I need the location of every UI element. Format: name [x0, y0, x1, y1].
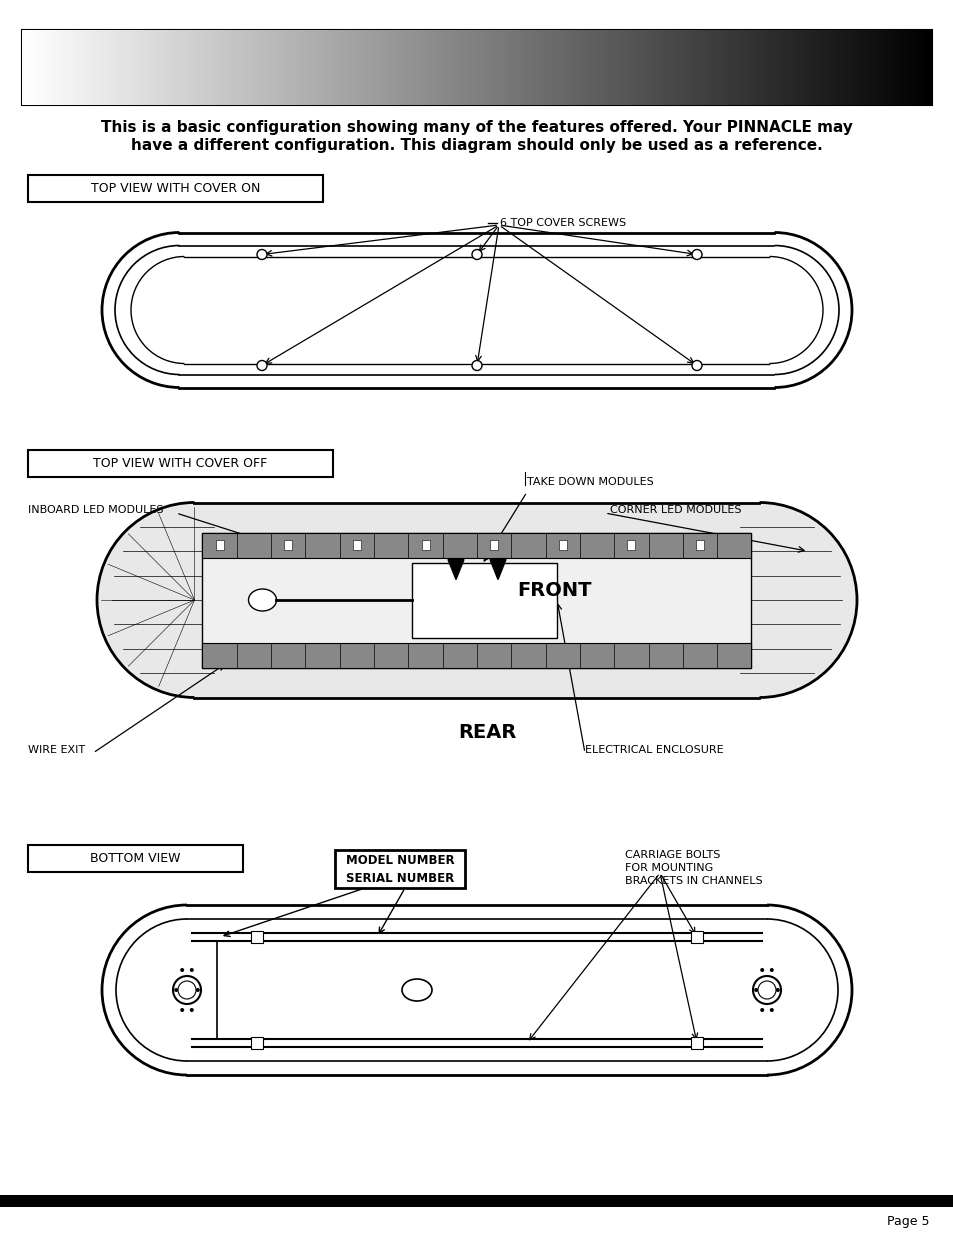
Text: This is a basic configuration showing many of the features offered. Your PINNACL: This is a basic configuration showing ma… [101, 120, 852, 135]
Polygon shape [448, 559, 463, 579]
Text: BOTTOM VIEW: BOTTOM VIEW [91, 852, 180, 864]
Bar [202, 532, 751, 557]
Bar [696, 540, 703, 550]
Text: PINNACLE BASICS: PINNACLE BASICS [36, 47, 455, 89]
Bar [251, 931, 263, 944]
Bar [0, 1195, 953, 1207]
Bar [558, 540, 566, 550]
Text: TOP VIEW WITH COVER ON: TOP VIEW WITH COVER ON [91, 182, 260, 195]
Ellipse shape [697, 232, 851, 388]
Bar [412, 562, 557, 637]
Text: Page 5: Page 5 [886, 1215, 929, 1228]
Circle shape [180, 968, 184, 972]
Bar [335, 850, 464, 888]
Bar [627, 540, 635, 550]
Ellipse shape [102, 232, 256, 388]
Text: REAR: REAR [457, 722, 516, 741]
Circle shape [769, 968, 773, 972]
Circle shape [760, 988, 763, 992]
Circle shape [256, 361, 267, 370]
Circle shape [190, 988, 193, 992]
Ellipse shape [97, 503, 292, 698]
Polygon shape [490, 559, 505, 579]
Ellipse shape [401, 979, 432, 1002]
Circle shape [691, 361, 701, 370]
Bar [284, 540, 292, 550]
Bar [28, 175, 323, 203]
Bar [194, 503, 759, 698]
Ellipse shape [102, 905, 272, 1074]
Text: have a different configuration. This diagram should only be used as a reference.: have a different configuration. This dia… [131, 138, 822, 153]
Circle shape [752, 976, 781, 1004]
Ellipse shape [681, 905, 851, 1074]
Circle shape [180, 1008, 184, 1011]
Text: MODEL NUMBER
SERIAL NUMBER: MODEL NUMBER SERIAL NUMBER [345, 853, 454, 884]
Circle shape [472, 249, 481, 259]
Text: ELECTRICAL ENCLOSURE: ELECTRICAL ENCLOSURE [584, 745, 723, 755]
Bar [690, 931, 702, 944]
Circle shape [760, 968, 763, 972]
Ellipse shape [661, 503, 856, 698]
Circle shape [195, 988, 199, 992]
Circle shape [472, 361, 481, 370]
Circle shape [775, 988, 779, 992]
Text: CORNER LED MODULES: CORNER LED MODULES [609, 505, 740, 515]
Circle shape [691, 249, 701, 259]
Circle shape [172, 976, 201, 1004]
Circle shape [190, 1008, 193, 1011]
Bar [490, 540, 497, 550]
Circle shape [769, 988, 773, 992]
Bar [421, 540, 429, 550]
Circle shape [758, 981, 775, 999]
Bar [22, 30, 931, 105]
Bar [28, 845, 243, 872]
Bar [690, 1037, 702, 1049]
Bar [353, 540, 360, 550]
Bar [179, 232, 774, 388]
Circle shape [769, 1008, 773, 1011]
Text: INBOARD LED MODULES: INBOARD LED MODULES [28, 505, 163, 515]
Text: FRONT: FRONT [517, 580, 591, 599]
Text: CARRIAGE BOLTS
FOR MOUNTING
BRACKETS IN CHANNELS: CARRIAGE BOLTS FOR MOUNTING BRACKETS IN … [624, 850, 761, 887]
Bar [251, 1037, 263, 1049]
Circle shape [174, 988, 178, 992]
Text: WIRE EXIT: WIRE EXIT [28, 745, 85, 755]
Circle shape [178, 981, 195, 999]
Text: TAKE DOWN MODULES: TAKE DOWN MODULES [526, 477, 653, 487]
Circle shape [180, 988, 184, 992]
Bar [202, 642, 751, 667]
Circle shape [754, 988, 758, 992]
Bar [187, 905, 766, 1074]
Text: TOP VIEW WITH COVER OFF: TOP VIEW WITH COVER OFF [93, 457, 268, 471]
Bar [215, 540, 223, 550]
Circle shape [190, 968, 193, 972]
Circle shape [760, 1008, 763, 1011]
Text: 6 TOP COVER SCREWS: 6 TOP COVER SCREWS [499, 219, 625, 228]
Ellipse shape [248, 589, 276, 611]
Bar [28, 450, 333, 477]
Circle shape [256, 249, 267, 259]
Bar [202, 532, 751, 667]
